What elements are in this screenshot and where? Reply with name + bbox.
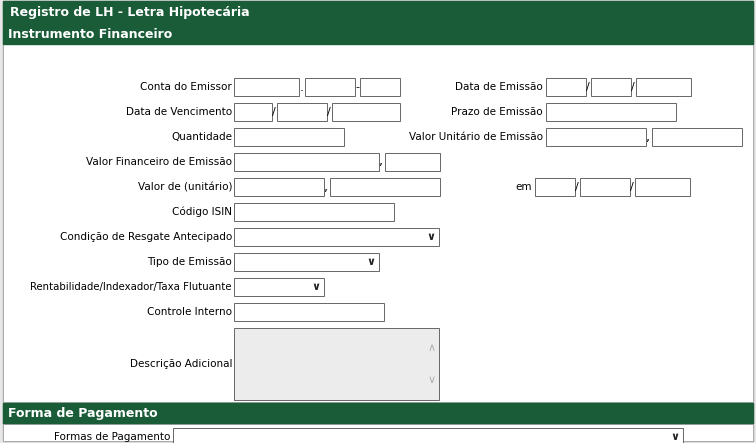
Bar — [234, 303, 384, 321]
Bar — [546, 78, 586, 96]
Bar — [591, 78, 631, 96]
Bar — [234, 228, 439, 246]
Text: Rentabilidade/Indexador/Taxa Flutuante: Rentabilidade/Indexador/Taxa Flutuante — [30, 282, 232, 292]
Bar — [234, 203, 394, 221]
Text: ∨: ∨ — [367, 257, 376, 267]
Bar — [234, 128, 344, 146]
Bar — [580, 178, 630, 196]
Bar — [3, 424, 753, 441]
Bar — [385, 153, 440, 171]
Text: /: / — [575, 182, 579, 192]
Text: Condição de Resgate Antecipado: Condição de Resgate Antecipado — [60, 232, 232, 242]
Bar — [360, 78, 400, 96]
Bar — [234, 78, 299, 96]
Text: /: / — [327, 107, 331, 117]
Text: Controle Interno: Controle Interno — [147, 307, 232, 317]
Text: /: / — [631, 82, 635, 92]
Text: Instrumento Financeiro: Instrumento Financeiro — [8, 27, 172, 40]
Bar — [652, 128, 742, 146]
Bar — [277, 103, 327, 121]
Text: ,: , — [324, 180, 328, 194]
Bar — [635, 178, 690, 196]
Bar — [332, 103, 400, 121]
Text: .: . — [300, 81, 304, 93]
Bar — [234, 278, 324, 296]
Text: ∨: ∨ — [311, 282, 321, 292]
Text: -: - — [355, 82, 359, 92]
Text: Quantidade: Quantidade — [171, 132, 232, 142]
Text: ∨: ∨ — [671, 432, 680, 442]
Text: /: / — [586, 82, 590, 92]
Text: Registro de LH - Letra Hipotecária: Registro de LH - Letra Hipotecária — [10, 5, 249, 19]
Bar — [546, 103, 676, 121]
Bar — [173, 428, 683, 443]
Text: Valor Unitário de Emissão: Valor Unitário de Emissão — [409, 132, 543, 142]
Text: Código ISIN: Código ISIN — [172, 207, 232, 217]
Text: Descrição Adicional: Descrição Adicional — [129, 359, 232, 369]
Bar — [3, 24, 753, 44]
Bar — [234, 153, 379, 171]
Text: Forma de Pagamento: Forma de Pagamento — [8, 407, 157, 420]
Text: Conta do Emissor: Conta do Emissor — [141, 82, 232, 92]
Text: Valor de (unitário): Valor de (unitário) — [138, 182, 232, 192]
Bar — [234, 178, 324, 196]
Text: ,: , — [646, 131, 650, 144]
Bar — [3, 403, 753, 423]
Text: Data de Emissão: Data de Emissão — [455, 82, 543, 92]
Text: Valor Financeiro de Emissão: Valor Financeiro de Emissão — [86, 157, 232, 167]
Text: ∨: ∨ — [426, 232, 435, 242]
Bar — [305, 78, 355, 96]
Bar — [234, 103, 272, 121]
Text: ∧: ∧ — [428, 343, 436, 353]
Bar — [546, 128, 646, 146]
Bar — [636, 78, 691, 96]
Bar — [330, 178, 440, 196]
Bar — [3, 44, 753, 402]
Text: Prazo de Emissão: Prazo de Emissão — [451, 107, 543, 117]
Text: /: / — [630, 182, 634, 192]
Bar — [3, 1, 753, 23]
Bar — [234, 328, 439, 400]
Bar — [234, 253, 379, 271]
Text: ,: , — [379, 155, 383, 168]
Text: Tipo de Emissão: Tipo de Emissão — [147, 257, 232, 267]
Text: /: / — [272, 107, 276, 117]
Text: Formas de Pagamento: Formas de Pagamento — [54, 432, 170, 442]
Text: em: em — [516, 182, 532, 192]
Text: ∨: ∨ — [428, 375, 436, 385]
Text: Data de Vencimento: Data de Vencimento — [126, 107, 232, 117]
Bar — [535, 178, 575, 196]
